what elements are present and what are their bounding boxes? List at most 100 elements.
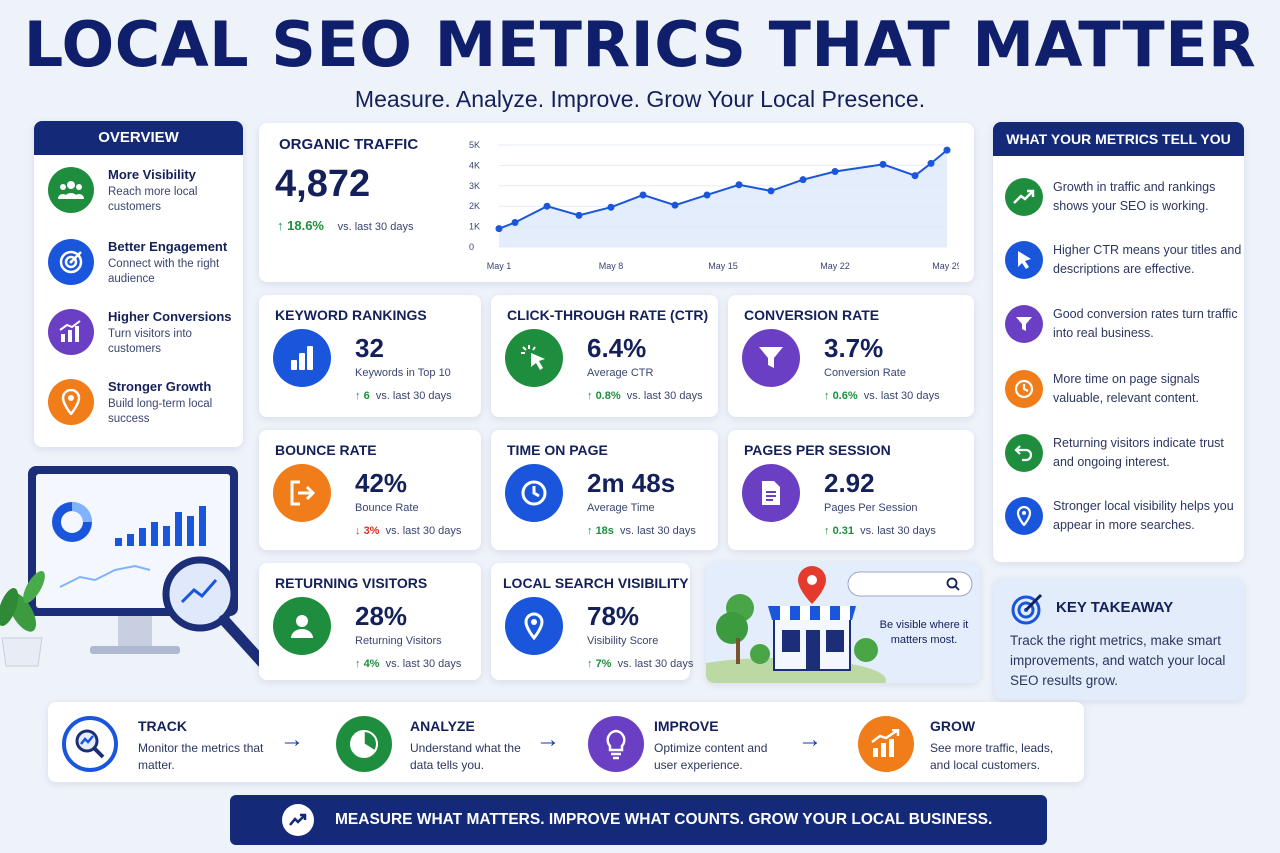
change-value: 4%: [363, 658, 380, 670]
metric-value: 42%: [355, 468, 408, 498]
metric-label: Average CTR: [587, 367, 654, 379]
trend-up-icon: [1005, 178, 1043, 216]
overview-item-desc: Turn visitors into customers: [108, 328, 192, 355]
metric-title: LOCAL SEARCH VISIBILITY: [503, 575, 689, 591]
process-step-title: TRACK: [138, 718, 187, 734]
arrow-up-icon: ↑: [355, 658, 361, 670]
lightbulb-icon: [588, 716, 644, 772]
chart-point: [639, 191, 647, 199]
process-step-title: ANALYZE: [410, 718, 475, 734]
change-period: vs. last 30 days: [863, 390, 940, 402]
metric-card-conversion-rate: CONVERSION RATE 3.7% Conversion Rate ↑ 0…: [728, 295, 974, 417]
metric-change: ↑ 0.31 vs. last 30 days: [824, 525, 936, 537]
process-step-title: GROW: [930, 718, 976, 734]
metric-card-ctr: CLICK-THROUGH RATE (CTR) 6.4% Average CT…: [491, 295, 718, 417]
key-takeaway-panel: KEY TAKEAWAY Track the right metrics, ma…: [994, 578, 1244, 700]
metric-change: ↑ 4% vs. last 30 days: [355, 658, 461, 670]
metric-value: 32: [355, 333, 384, 363]
metric-title: CONVERSION RATE: [744, 307, 880, 323]
chart-point: [799, 176, 807, 184]
process-step-desc: Monitor the metrics that matter.: [138, 741, 264, 772]
chart-x-tick-label: May 8: [599, 261, 624, 271]
metric-value: 3.7%: [824, 333, 884, 363]
insight-text: Returning visitors indicate trust and on…: [1053, 436, 1224, 469]
chart-x-tick-label: May 15: [708, 261, 738, 271]
page-title: LOCAL SEO METRICS THAT MATTER: [23, 8, 1257, 81]
arrow-down-icon: ↓: [355, 525, 361, 537]
metric-title: BOUNCE RATE: [275, 442, 377, 458]
footer-banner: MEASURE WHAT MATTERS. IMPROVE WHAT COUNT…: [230, 795, 1047, 845]
metric-title: PAGES PER SESSION: [744, 442, 891, 458]
metric-label: Pages Per Session: [824, 502, 918, 514]
metric-value: 28%: [355, 601, 408, 631]
metric-title: TIME ON PAGE: [507, 442, 608, 458]
growth-chart-icon: [858, 716, 914, 772]
arrow-up-icon: ↑: [277, 218, 284, 233]
change-value: 18s: [595, 525, 614, 537]
bar-chart-icon: [273, 329, 331, 387]
metric-value: 2.92: [824, 468, 875, 498]
chart-point: [879, 160, 887, 168]
metric-label: Returning Visitors: [355, 635, 442, 647]
arrow-up-icon: ↑: [824, 390, 830, 402]
metric-change: ↑ 18s vs. last 30 days: [587, 525, 696, 537]
change-period: vs. last 30 days: [385, 525, 462, 537]
organic-traffic-title: ORGANIC TRAFFIC: [279, 136, 419, 153]
metric-label: Bounce Rate: [355, 502, 419, 514]
overview-item-title: Better Engagement: [108, 239, 228, 254]
process-step-desc: See more traffic, leads, and local custo…: [930, 741, 1054, 772]
metric-value: 78%: [587, 601, 640, 631]
users-icon: [48, 167, 94, 213]
overview-heading: OVERVIEW: [34, 121, 243, 155]
metric-card-time-on-page: TIME ON PAGE 2m 48s Average Time ↑ 18s v…: [491, 430, 718, 550]
chart-up-icon: [48, 309, 94, 355]
metric-change: ↓ 3% vs. last 30 days: [355, 525, 461, 537]
footer-text: MEASURE WHAT MATTERS. IMPROVE WHAT COUNT…: [335, 811, 993, 828]
page-subtitle: Measure. Analyze. Improve. Grow Your Loc…: [354, 86, 926, 112]
chart-y-tick-label: 1K: [469, 222, 480, 232]
change-value: 3%: [363, 525, 380, 537]
chart-point: [703, 191, 711, 199]
exit-icon: [273, 464, 331, 522]
organic-traffic-card: ORGANIC TRAFFIC 4,872 ↑ 18.6% vs. last 3…: [259, 123, 974, 282]
arrow-right-icon: →: [798, 726, 822, 753]
location-pin-icon: [1005, 497, 1043, 535]
overview-item-title: Higher Conversions: [108, 309, 232, 324]
process-step-desc: Understand what the data tells you.: [410, 741, 521, 772]
change-value: 18.6%: [287, 218, 324, 233]
insight-text: Higher CTR means your titles and descrip…: [1053, 243, 1242, 276]
metric-value: 2m 48s: [587, 468, 676, 498]
chart-y-tick-label: 4K: [469, 160, 480, 170]
metric-card-returning-visitors: RETURNING VISITORS 28% Returning Visitor…: [259, 563, 481, 680]
change-value: 0.31: [832, 525, 854, 537]
target-icon: [1010, 592, 1044, 626]
return-icon: [1005, 434, 1043, 472]
change-value: 0.6%: [832, 390, 858, 402]
chart-point: [511, 219, 519, 227]
key-takeaway-text: Track the right metrics, make smart impr…: [1010, 633, 1226, 688]
metric-card-pages-per-session: PAGES PER SESSION 2.92 Pages Per Session…: [728, 430, 974, 550]
search-icon: [946, 577, 960, 591]
metric-change: ↑ 0.6% vs. last 30 days: [824, 390, 940, 402]
trend-up-icon: [282, 804, 314, 836]
chart-x-tick-label: May 29: [932, 261, 959, 271]
cursor-icon: [1005, 241, 1043, 279]
overview-panel: OVERVIEW More Visibility Reach more loca…: [34, 121, 243, 447]
change-value: 0.8%: [595, 390, 621, 402]
chart-point: [735, 181, 743, 189]
metric-change: ↑ 0.8% vs. last 30 days: [587, 390, 703, 402]
metric-value: 6.4%: [587, 333, 647, 363]
insights-heading: WHAT YOUR METRICS TELL YOU: [993, 122, 1244, 156]
magnifier-chart-icon: [62, 716, 118, 772]
chart-point: [927, 159, 935, 167]
chart-point: [911, 172, 919, 180]
overview-item-desc: Build long-term local success: [108, 398, 213, 425]
metric-change: ↑ 6 vs. last 30 days: [355, 390, 452, 402]
cursor-click-icon: [505, 329, 563, 387]
change-period: vs. last 30 days: [626, 390, 703, 402]
overview-item-desc: Connect with the right audience: [108, 258, 220, 285]
change-period: vs. last 30 days: [617, 658, 694, 670]
arrow-up-icon: ↑: [355, 390, 361, 402]
chart-point: [767, 187, 775, 195]
metric-card-local-search-visibility: LOCAL SEARCH VISIBILITY 78% Visibility S…: [491, 563, 693, 680]
